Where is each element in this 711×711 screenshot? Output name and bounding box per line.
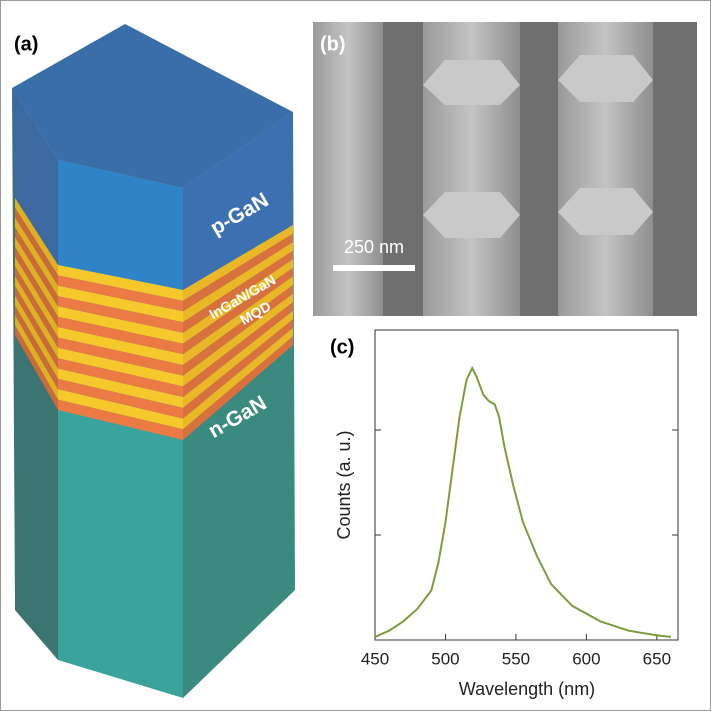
x-tick-label: 650 xyxy=(643,649,671,668)
x-axis-label: Wavelength (nm) xyxy=(459,679,595,699)
panel-label: (a) xyxy=(14,33,38,55)
x-tick-label: 450 xyxy=(361,649,389,668)
scale-label: 250 nm xyxy=(344,237,404,257)
x-tick-label: 550 xyxy=(502,649,530,668)
pillar xyxy=(313,22,383,316)
x-tick-label: 600 xyxy=(572,649,600,668)
panel-label: (b) xyxy=(320,33,346,55)
y-axis-label: Counts (a. u.) xyxy=(334,430,354,539)
sem-image xyxy=(313,22,697,316)
figure: (a) p-GaN InGaN/GaN MQD n-GaN (b) 250 nm… xyxy=(0,0,711,711)
x-tick-label: 500 xyxy=(431,649,459,668)
panel-label: (c) xyxy=(330,336,354,358)
nanowire-diagram xyxy=(12,24,295,698)
